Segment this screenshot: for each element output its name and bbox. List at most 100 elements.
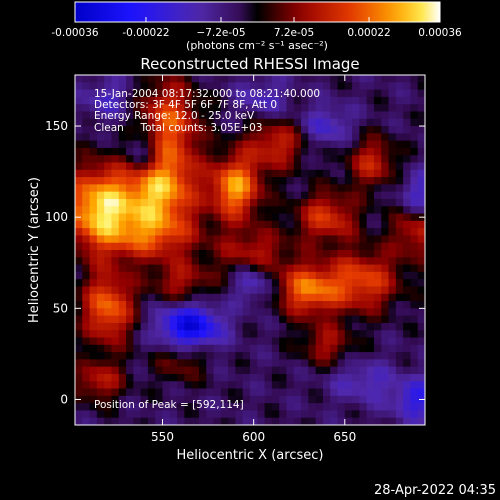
- heatmap-cell: [235, 395, 244, 404]
- heatmap-cell: [271, 184, 280, 193]
- heatmap-cell: [126, 271, 134, 280]
- heatmap-cell: [264, 264, 273, 273]
- heatmap-cell: [104, 250, 113, 258]
- heatmap-cell: [198, 381, 207, 390]
- heatmap-cell: [301, 388, 309, 397]
- heatmap-cell: [337, 373, 346, 382]
- heatmap-cell: [111, 220, 120, 229]
- heatmap-cell: [395, 359, 404, 368]
- heatmap-cell: [220, 228, 229, 237]
- heatmap-cell: [242, 395, 251, 404]
- heatmap-cell: [169, 315, 178, 324]
- heatmap-cell: [147, 286, 156, 295]
- heatmap-cell: [104, 133, 113, 142]
- heatmap-cell: [242, 373, 251, 382]
- heatmap-cell: [381, 301, 390, 309]
- heatmap-cell: [206, 403, 215, 412]
- heatmap-cell: [410, 75, 419, 83]
- heatmap-cell: [410, 162, 419, 171]
- heatmap-cell: [410, 352, 419, 360]
- heatmap-cell: [286, 388, 295, 397]
- heatmap-cell: [104, 96, 113, 105]
- heatmap-cell: [417, 373, 425, 382]
- heatmap-cell: [220, 140, 229, 149]
- heatmap-cell: [257, 279, 266, 288]
- heatmap-cell: [373, 286, 382, 295]
- heatmap-cell: [352, 75, 360, 83]
- heatmap-cell: [322, 235, 331, 244]
- heatmap-cell: [191, 395, 200, 404]
- heatmap-cell: [293, 242, 302, 251]
- heatmap-cell: [162, 271, 171, 280]
- heatmap-cell: [257, 395, 266, 404]
- heatmap-cell: [395, 293, 404, 302]
- heatmap-cell: [206, 373, 215, 382]
- heatmap-cell: [118, 162, 127, 171]
- heatmap-cell: [417, 228, 425, 237]
- heatmap-cell: [417, 293, 425, 302]
- heatmap-cell: [96, 213, 105, 222]
- heatmap-cell: [96, 395, 105, 404]
- heatmap-cell: [381, 89, 390, 98]
- heatmap-cell: [315, 344, 324, 353]
- heatmap-cell: [286, 213, 295, 222]
- heatmap-cell: [96, 330, 105, 339]
- heatmap-cell: [213, 344, 222, 353]
- heatmap-cell: [169, 279, 178, 288]
- heatmap-cell: [147, 126, 156, 134]
- heatmap-cell: [322, 169, 331, 178]
- heatmap-cell: [126, 162, 134, 171]
- heatmap-cell: [191, 417, 200, 425]
- heatmap-cell: [191, 82, 200, 91]
- heatmap-cell: [162, 410, 171, 419]
- heatmap-cell: [410, 308, 419, 317]
- heatmap-cell: [191, 315, 200, 324]
- heatmap-cell: [344, 395, 353, 404]
- heatmap-cell: [220, 118, 229, 127]
- heatmap-cell: [133, 198, 142, 207]
- heatmap-cell: [155, 359, 164, 368]
- heatmap-cell: [126, 264, 134, 273]
- heatmap-cell: [352, 198, 360, 207]
- heatmap-cell: [388, 293, 397, 302]
- heatmap-cell: [82, 322, 91, 331]
- heatmap-cell: [250, 388, 258, 397]
- heatmap-cell: [198, 359, 207, 368]
- heatmap-cell: [359, 169, 368, 178]
- heatmap-cell: [126, 250, 134, 258]
- heatmap-cell: [75, 279, 83, 288]
- heatmap-cell: [133, 301, 142, 309]
- heatmap-cell: [206, 293, 215, 302]
- heatmap-cell: [286, 140, 295, 149]
- heatmap-cell: [82, 279, 91, 288]
- heatmap-cell: [395, 126, 404, 134]
- heatmap-cell: [417, 126, 425, 134]
- heatmap-cell: [162, 344, 171, 353]
- heatmap-cell: [242, 381, 251, 390]
- heatmap-cell: [133, 410, 142, 419]
- heatmap-cell: [373, 330, 382, 339]
- heatmap-cell: [140, 366, 149, 375]
- heatmap-cell: [220, 359, 229, 368]
- heatmap-cell: [352, 191, 360, 200]
- heatmap-cell: [410, 118, 419, 127]
- heatmap-cell: [162, 96, 171, 105]
- heatmap-cell: [308, 220, 317, 229]
- heatmap-cell: [344, 118, 353, 127]
- heatmap-cell: [373, 395, 382, 404]
- heatmap-cell: [344, 242, 353, 251]
- heatmap-cell: [373, 177, 382, 185]
- heatmap-cell: [198, 82, 207, 91]
- heatmap-cell: [322, 177, 331, 185]
- heatmap-cell: [177, 322, 185, 331]
- heatmap-cell: [337, 177, 346, 185]
- heatmap-cell: [301, 293, 309, 302]
- heatmap-cell: [403, 271, 412, 280]
- heatmap-cell: [140, 395, 149, 404]
- heatmap-cell: [264, 330, 273, 339]
- heatmap-cell: [104, 75, 113, 83]
- x-tick-label: 650: [333, 430, 356, 444]
- heatmap-cell: [417, 286, 425, 295]
- heatmap-cell: [169, 206, 178, 215]
- heatmap-cell: [308, 96, 317, 105]
